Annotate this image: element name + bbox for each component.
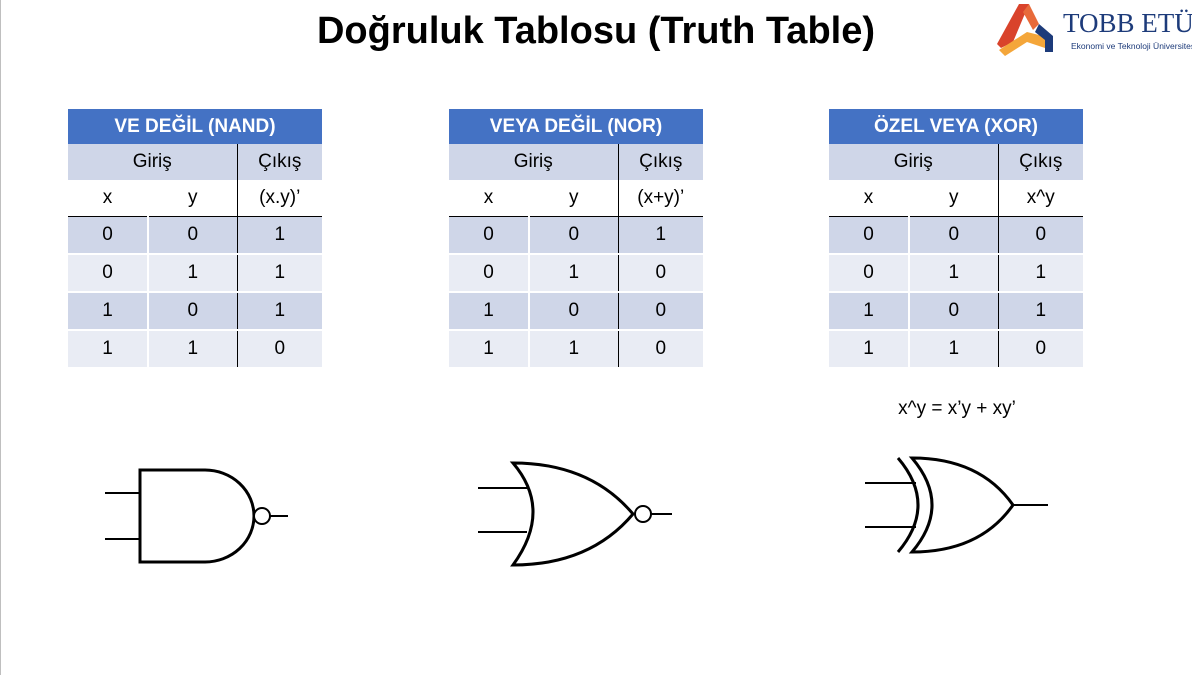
- xor-truth-table: ÖZEL VEYA (XOR) Giriş Çıkış x y x^y 0 0 …: [829, 109, 1084, 369]
- column-header-x: x: [68, 180, 149, 217]
- cell: 0: [909, 292, 999, 330]
- logo-name: TOBB ETÜ: [1063, 8, 1192, 38]
- column-header-x: x: [449, 180, 530, 217]
- input-header: Giriş: [449, 144, 619, 180]
- cell: 0: [998, 216, 1084, 254]
- column-header-x: x: [829, 180, 910, 217]
- table-row: 0 1 1: [829, 253, 1084, 293]
- table-row: 1 0 1: [829, 292, 1084, 330]
- table-row: 0 0 1: [449, 216, 703, 254]
- table-caption: ÖZEL VEYA (XOR): [829, 109, 1084, 144]
- table-row: 0 0 0: [829, 216, 1084, 254]
- cell: 1: [237, 253, 323, 293]
- table-caption: VEYA DEĞİL (NOR): [449, 109, 703, 144]
- table-row: 1 1 0: [68, 329, 323, 369]
- cell: 0: [909, 216, 999, 254]
- cell: 1: [829, 292, 910, 330]
- cell: 0: [829, 216, 910, 254]
- table-caption: VE DEĞİL (NAND): [68, 109, 323, 144]
- cell: 1: [237, 216, 323, 254]
- logo-subtitle: Ekonomi ve Teknoloji Üniversitesi: [1071, 41, 1192, 51]
- cell: 1: [909, 329, 999, 369]
- nor-truth-table: VEYA DEĞİL (NOR) Giriş Çıkış x y (x+y)’ …: [449, 109, 703, 369]
- cell: 0: [148, 292, 238, 330]
- table-row: 0 1 1: [68, 253, 323, 293]
- cell: 0: [618, 292, 703, 330]
- page-title: Doğruluk Tablosu (Truth Table): [316, 10, 875, 52]
- cell: 1: [529, 253, 619, 293]
- university-logo: TOBB ETÜ Ekonomi ve Teknoloji Üniversite…: [993, 2, 1192, 60]
- cell: 1: [237, 292, 323, 330]
- nand-gate-icon: [105, 468, 288, 564]
- cell: 1: [148, 329, 238, 369]
- cell: 0: [529, 292, 619, 330]
- table-row: 0 0 1: [68, 216, 323, 254]
- slide-left-border: [0, 0, 1, 675]
- cell: 0: [829, 253, 910, 293]
- cell: 0: [618, 253, 703, 293]
- input-header: Giriş: [829, 144, 999, 180]
- cell: 0: [449, 216, 530, 254]
- table-row: 1 0 1: [68, 292, 323, 330]
- table-row: 1 1 0: [829, 329, 1084, 369]
- column-header-output: (x+y)’: [618, 180, 703, 217]
- cell: 0: [618, 329, 703, 369]
- table-row: 1 1 0: [449, 329, 703, 369]
- cell: 1: [449, 329, 530, 369]
- cell: 0: [68, 216, 149, 254]
- table-row: 0 1 0: [449, 253, 703, 293]
- cell: 1: [998, 253, 1084, 293]
- logo-emblem-icon: [997, 4, 1053, 56]
- column-header-y: y: [148, 180, 238, 217]
- table-row: 1 0 0: [449, 292, 703, 330]
- cell: 0: [449, 253, 530, 293]
- cell: 1: [148, 253, 238, 293]
- output-header: Çıkış: [998, 144, 1084, 180]
- cell: 0: [529, 216, 619, 254]
- column-header-output: x^y: [998, 180, 1084, 217]
- cell: 1: [529, 329, 619, 369]
- cell: 0: [998, 329, 1084, 369]
- cell: 1: [829, 329, 910, 369]
- column-header-output: (x.y)’: [237, 180, 323, 217]
- cell: 1: [68, 292, 149, 330]
- cell: 1: [909, 253, 999, 293]
- xor-formula: x^y = x’y + xy’: [898, 398, 1016, 419]
- output-header: Çıkış: [618, 144, 703, 180]
- output-header: Çıkış: [237, 144, 323, 180]
- cell: 1: [998, 292, 1084, 330]
- cell: 1: [449, 292, 530, 330]
- cell: 1: [618, 216, 703, 254]
- nor-gate-icon: [478, 461, 672, 567]
- cell: 0: [68, 253, 149, 293]
- nand-truth-table: VE DEĞİL (NAND) Giriş Çıkış x y (x.y)’ 0…: [68, 109, 323, 369]
- xor-gate-icon: [865, 456, 1048, 554]
- input-header: Giriş: [68, 144, 238, 180]
- cell: 0: [237, 329, 323, 369]
- cell: 0: [148, 216, 238, 254]
- column-header-y: y: [909, 180, 999, 217]
- column-header-y: y: [529, 180, 619, 217]
- cell: 1: [68, 329, 149, 369]
